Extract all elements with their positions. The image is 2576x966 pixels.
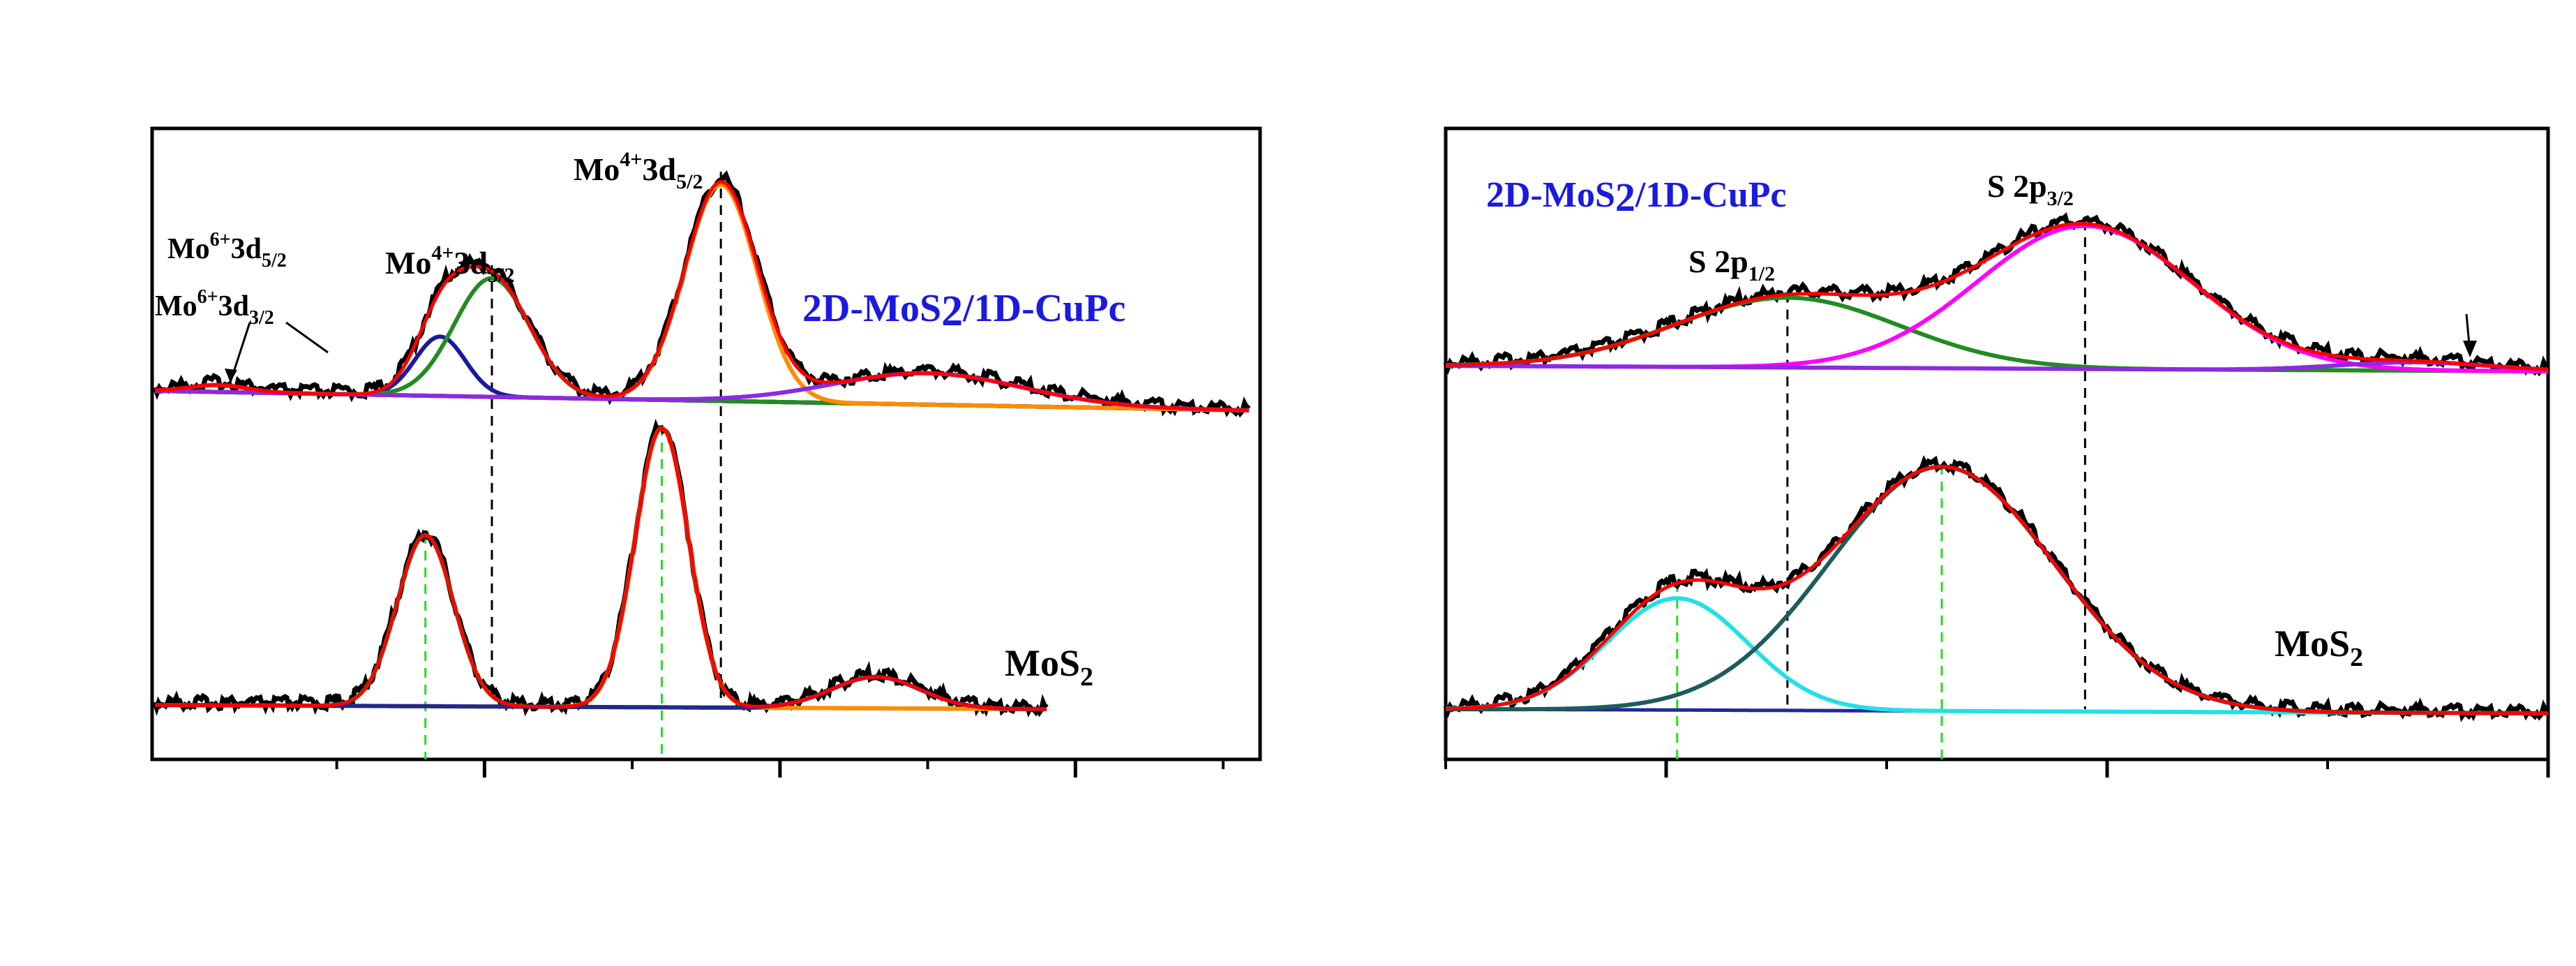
envelope-line (1446, 222, 2549, 371)
panel-b-x-ticks (1664, 759, 2550, 778)
peak-component (1445, 596, 2548, 715)
panel-b-label-s2p32: S 2p3/2 (1987, 168, 2074, 210)
peak-component (155, 426, 1047, 711)
peak-component (1446, 360, 2549, 372)
raw-data-line (152, 418, 1049, 718)
panel-b: 2D-MoS2/1D-CuPc MoS2 S 2p1/2 S 2p3/2 (1443, 126, 2550, 778)
panel-a: 2D-MoS2/1D-CuPc MoS2 Mo6+3d5/2 Mo6+3d3/2… (150, 126, 1262, 778)
panel-a-mos2-label: MoS2 (1005, 642, 1093, 692)
peak-component (1446, 464, 2548, 715)
panel-b-reference-lines (1444, 221, 2329, 769)
panel-a-arrow-head (225, 369, 237, 382)
panel-a-label-mo4-3d52: Mo4+3d5/2 (574, 148, 703, 193)
panel-a-label-mo4-3d32: Mo4+3d3/2 (385, 242, 514, 287)
panel-b-arrow-head (2463, 341, 2477, 357)
panel-a-label-mo6-3d52: Mo6+3d5/2 (167, 229, 287, 272)
panel-a-curves (152, 170, 1251, 718)
envelope-line (155, 426, 1047, 711)
panel-a-x-ticks (482, 759, 1077, 778)
raw-data-line (1443, 211, 2550, 377)
panel-a-pointer-mo6-3d52 (285, 321, 329, 354)
panel-a-frame (150, 126, 1262, 761)
panel-a-reference-lines (335, 171, 1225, 769)
panel-b-label-s2p12: S 2p1/2 (1688, 244, 1775, 285)
panel-b-mos2-label: MoS2 (2275, 623, 2363, 672)
panel-b-frame (1444, 126, 2550, 761)
envelope-line (154, 179, 1250, 413)
raw-data-line (1443, 455, 2550, 722)
panel-b-curves (1443, 211, 2550, 722)
panel-a-label-mo6-3d32: Mo6+3d3/2 (155, 286, 274, 329)
envelope-line (1445, 465, 2548, 715)
panel-b-composite-label: 2D-MoS2/1D-CuPc (1486, 174, 1787, 220)
panel-a-composite-label: 2D-MoS2/1D-CuPc (802, 287, 1125, 335)
